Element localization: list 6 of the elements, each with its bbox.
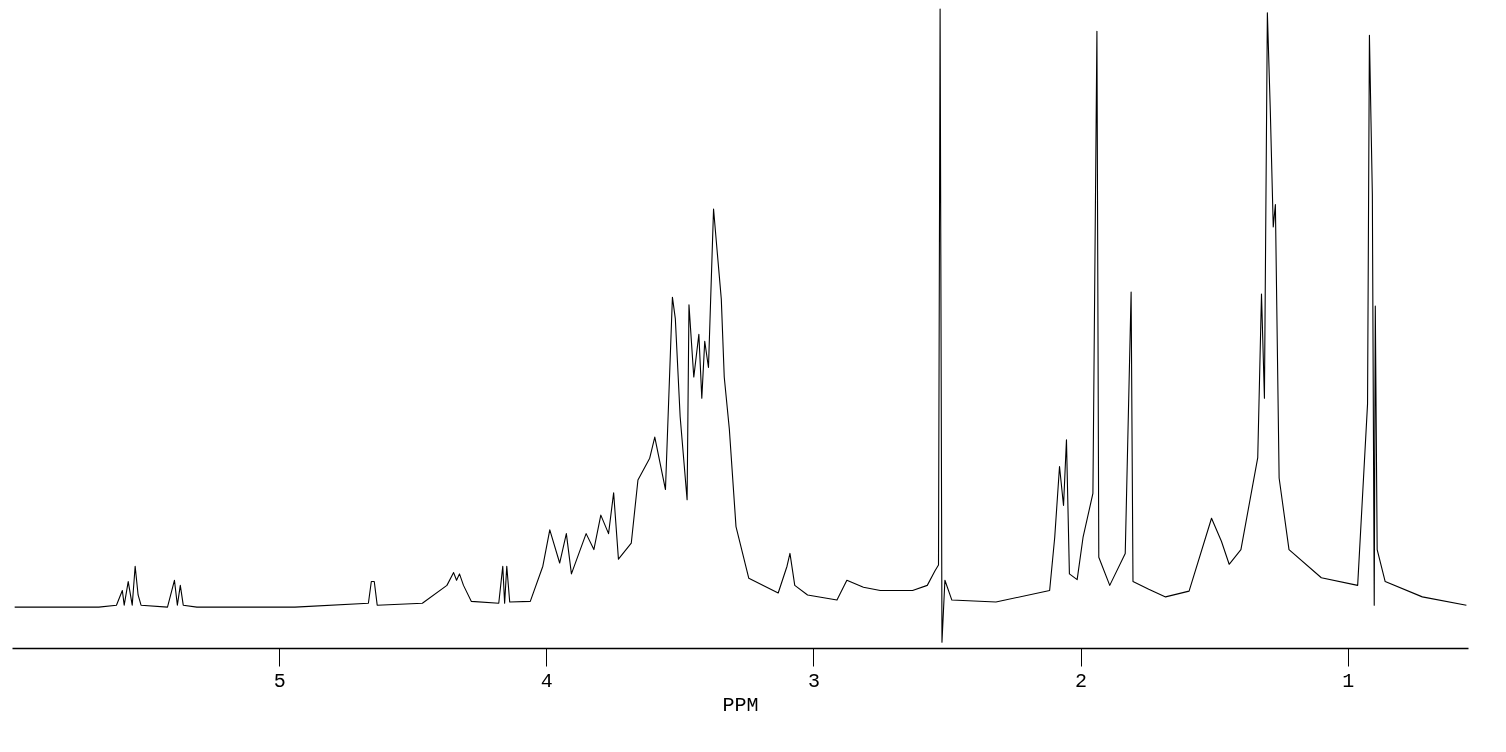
x-tick-label: 4 — [540, 669, 553, 693]
x-tick-label: 2 — [1075, 669, 1088, 693]
x-tick-label: 3 — [807, 669, 820, 693]
x-axis-title: PPM — [722, 693, 759, 717]
x-tick-label: 5 — [273, 669, 286, 693]
x-tick-label: 1 — [1342, 669, 1355, 693]
